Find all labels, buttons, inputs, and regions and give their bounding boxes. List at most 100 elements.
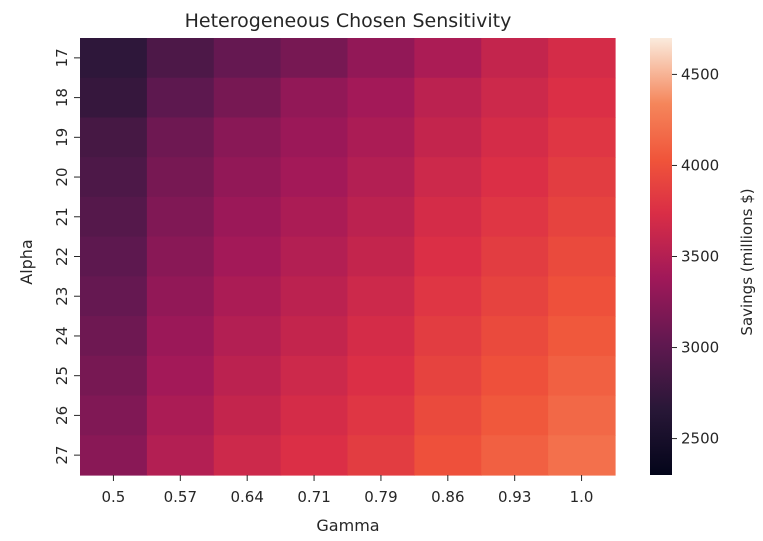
heatmap-cell [80, 157, 148, 198]
heatmap-cell [347, 196, 415, 238]
heatmap-cell [146, 395, 215, 436]
y-tick-label: 26 [53, 406, 71, 425]
heatmap-cell [80, 117, 148, 158]
heatmap-cell [347, 157, 415, 198]
heatmap-cell [347, 77, 415, 119]
heatmap-cell [481, 157, 549, 198]
heatmap-cell [280, 236, 349, 277]
y-axis-ticks: 17 18 19 20 21 22 23 24 25 26 27 [53, 48, 80, 465]
heatmap-cell [481, 276, 549, 317]
y-axis-label: Alpha [17, 239, 36, 285]
x-tick-label: 0.5 [102, 488, 126, 506]
heatmap-cell [280, 276, 349, 317]
x-tick-label: 0.79 [364, 488, 397, 506]
heatmap-cell [414, 77, 482, 119]
heatmap-cell [80, 395, 148, 436]
colorbar-tick-label: 3500 [681, 248, 719, 266]
heatmap-cell [146, 117, 215, 158]
heatmap-cell [481, 38, 549, 79]
heatmap-cell [146, 38, 215, 79]
heatmap-cell [146, 435, 215, 476]
colorbar-tick-label: 4000 [681, 156, 719, 174]
heatmap-cell [548, 157, 616, 198]
heatmap-cell [481, 77, 549, 119]
heatmap-cell [280, 117, 349, 158]
x-tick-label: 0.64 [230, 488, 263, 506]
heatmap-cell [548, 77, 616, 119]
x-axis-ticks: 0.5 0.57 0.64 0.71 0.79 0.86 0.93 1.0 [102, 475, 593, 506]
colorbar-tick-label: 2500 [681, 430, 719, 448]
heatmap-cell [213, 316, 282, 357]
heatmap-cell [80, 355, 148, 397]
heatmap-cell [548, 196, 616, 238]
heatmap-cell [213, 196, 282, 238]
heatmap-cell [481, 236, 549, 277]
heatmap-cell [213, 395, 282, 436]
heatmap-cell [213, 77, 282, 119]
heatmap-cell [548, 276, 616, 317]
heatmap-cell [548, 316, 616, 357]
heatmap-cell [481, 355, 549, 397]
heatmap-cell [481, 395, 549, 436]
y-tick-label: 23 [53, 287, 71, 306]
heatmap-cell [80, 196, 148, 238]
colorbar-ticks: 2500 3000 3500 4000 4500 [672, 65, 719, 448]
heatmap-cell [347, 276, 415, 317]
colorbar-tick-label: 3000 [681, 339, 719, 357]
heatmap-cell [347, 236, 415, 277]
heatmap-cell [80, 435, 148, 476]
y-tick-label: 21 [53, 207, 71, 226]
heatmap-cell [347, 355, 415, 397]
colorbar-label: Savings (millions $) [738, 188, 756, 335]
heatmap-cell [80, 77, 148, 119]
heatmap-cell [548, 355, 616, 397]
heatmap-cell [280, 435, 349, 476]
heatmap-cell [280, 395, 349, 436]
y-tick-label: 24 [53, 326, 71, 345]
y-tick-label: 27 [53, 446, 71, 465]
y-tick-label: 17 [53, 48, 71, 67]
heatmap-cell [146, 276, 215, 317]
heatmap-cell [548, 117, 616, 158]
heatmap-cell [213, 276, 282, 317]
heatmap-cells [80, 38, 616, 476]
heatmap-cell [146, 157, 215, 198]
heatmap-cell [414, 38, 482, 79]
heatmap-cell [280, 157, 349, 198]
heatmap-cell [347, 395, 415, 436]
y-tick-label: 20 [53, 167, 71, 186]
heatmap-cell [414, 276, 482, 317]
y-tick-label: 18 [53, 88, 71, 107]
y-tick-label: 19 [53, 128, 71, 147]
heatmap-cell [280, 355, 349, 397]
heatmap-cell [548, 395, 616, 436]
heatmap-cell [347, 38, 415, 79]
heatmap-cell [481, 435, 549, 476]
heatmap-cell [80, 38, 148, 79]
heatmap-cell [213, 157, 282, 198]
heatmap-cell [213, 435, 282, 476]
heatmap-cell [414, 196, 482, 238]
heatmap-cell [414, 355, 482, 397]
x-tick-label: 0.86 [431, 488, 464, 506]
y-tick-label: 25 [53, 366, 71, 385]
heatmap-cell [414, 395, 482, 436]
x-axis-label: Gamma [316, 516, 379, 535]
heatmap-cell [414, 236, 482, 277]
heatmap-cell [414, 157, 482, 198]
x-tick-label: 0.71 [297, 488, 330, 506]
colorbar-tick-label: 4500 [681, 65, 719, 83]
heatmap-cell [213, 236, 282, 277]
heatmap-cell [146, 77, 215, 119]
heatmap-cell [146, 355, 215, 397]
heatmap-cell [414, 316, 482, 357]
heatmap-cell [213, 117, 282, 158]
heatmap-cell [548, 38, 616, 79]
heatmap-cell [481, 316, 549, 357]
heatmap-cell [80, 316, 148, 357]
x-tick-label: 0.93 [498, 488, 531, 506]
heatmap-cell [213, 38, 282, 79]
heatmap-cell [80, 236, 148, 277]
heatmap-cell [146, 196, 215, 238]
